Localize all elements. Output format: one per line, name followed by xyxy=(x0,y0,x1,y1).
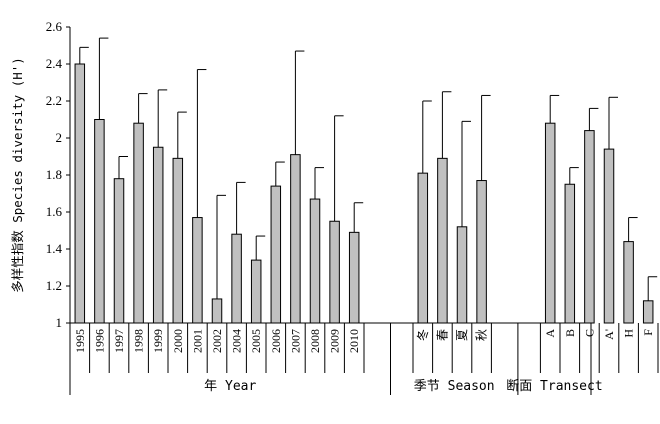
category-label: 2005 xyxy=(249,329,263,353)
category-label: C xyxy=(582,329,596,337)
category-label: 夏 xyxy=(455,329,469,341)
bar xyxy=(564,183,576,324)
y-tick-label: 1.6 xyxy=(46,204,63,219)
bar xyxy=(476,180,487,324)
bar xyxy=(623,241,634,324)
category-label: 2010 xyxy=(347,329,361,353)
y-tick-label: 2.2 xyxy=(46,93,62,108)
category-label: 2006 xyxy=(269,329,283,353)
y-tick-label: 1.4 xyxy=(46,241,63,256)
category-label: 2009 xyxy=(328,329,342,353)
bar xyxy=(133,122,144,324)
category-label: 1998 xyxy=(132,329,146,353)
group-label: 季节 Season xyxy=(414,379,495,394)
category-label: 1996 xyxy=(92,329,106,353)
bar xyxy=(113,178,125,324)
category-label: 2004 xyxy=(230,329,244,353)
bar xyxy=(417,172,429,324)
plot-area: 1 1.2 1.4 1.6 1.8 2 2.2 2.4 2.6 1995 1996 1997 1998 1… xyxy=(46,19,659,395)
bar xyxy=(74,63,86,324)
category-label: 1999 xyxy=(151,329,165,353)
category-label: F xyxy=(641,329,655,336)
bar xyxy=(603,148,615,324)
bar xyxy=(309,198,321,324)
bar xyxy=(642,300,654,324)
bar xyxy=(348,231,360,324)
y-axis-label: 多样性指数 Species diversity (H') xyxy=(10,57,25,293)
bar xyxy=(250,259,262,324)
y-tick-label: 1.2 xyxy=(46,278,62,293)
y-tick-label: 2 xyxy=(56,130,63,145)
category-label: 1995 xyxy=(73,329,87,353)
y-tick-label: 2.4 xyxy=(46,56,63,71)
category-label: 1997 xyxy=(112,329,126,353)
y-tick-label: 2.6 xyxy=(46,19,63,34)
group-label: 断面 Transect xyxy=(506,379,602,394)
bar xyxy=(192,217,203,324)
bar xyxy=(172,157,184,324)
bar xyxy=(584,130,595,324)
category-label: A' xyxy=(602,329,616,340)
category-label: B xyxy=(563,329,577,337)
bar xyxy=(329,220,340,324)
category-label: A xyxy=(543,329,557,338)
bar xyxy=(231,233,242,324)
category-label: 秋 xyxy=(475,329,489,341)
bar xyxy=(152,146,164,324)
category-label: H xyxy=(622,329,636,338)
category-label: 2002 xyxy=(210,329,224,353)
group-label: 年 Year xyxy=(204,379,256,394)
category-label: 冬 xyxy=(415,329,430,341)
bar xyxy=(437,157,448,324)
category-label: 2001 xyxy=(190,329,204,353)
category-label: 春 xyxy=(435,329,449,341)
category-label: 2008 xyxy=(308,329,322,353)
y-tick-label: 1 xyxy=(56,315,63,330)
bar xyxy=(290,154,301,324)
bar xyxy=(94,119,105,324)
bar xyxy=(211,298,223,324)
bar xyxy=(544,122,556,324)
bar xyxy=(270,185,282,324)
y-tick-label: 1.8 xyxy=(46,167,62,182)
category-label: 2000 xyxy=(171,329,185,353)
category-label: 2007 xyxy=(288,329,302,353)
bar xyxy=(456,226,468,324)
